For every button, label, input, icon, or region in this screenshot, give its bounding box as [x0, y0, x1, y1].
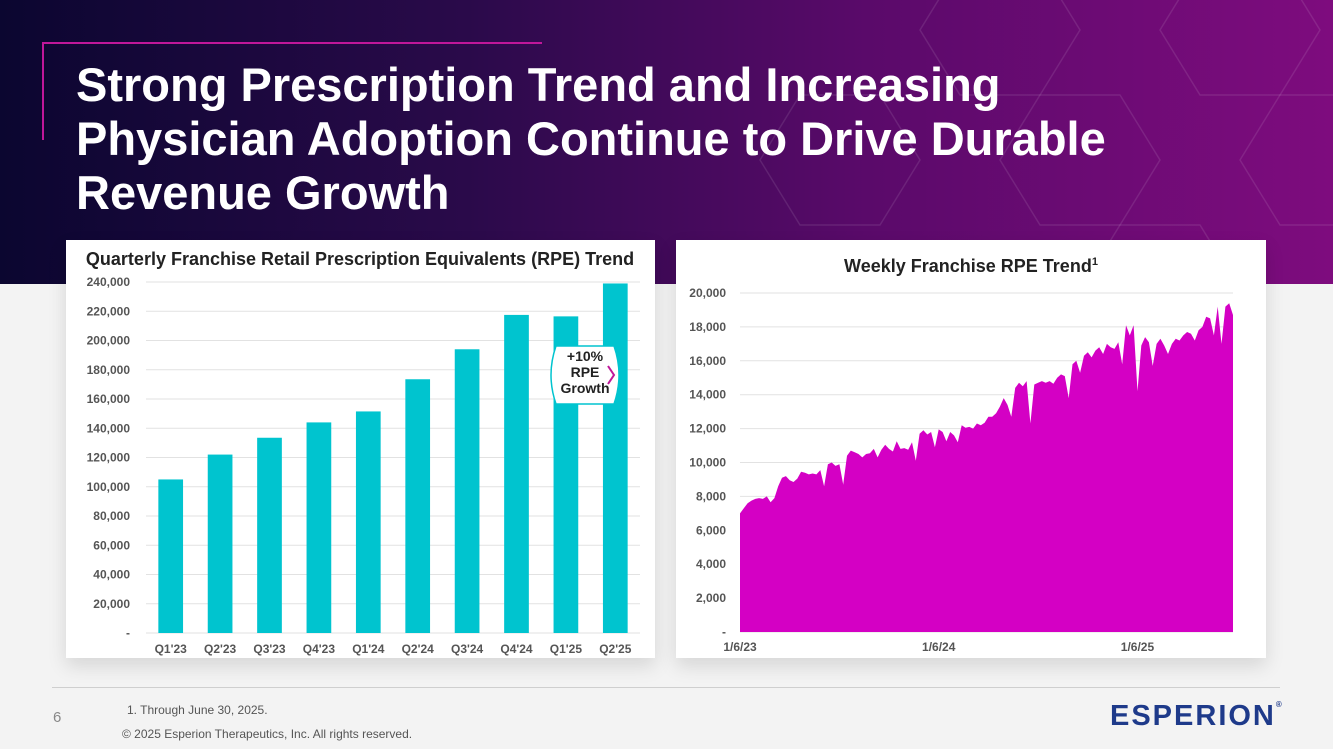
hexagon-shape — [919, 0, 1081, 96]
x-tick-label: 1/6/24 — [922, 640, 956, 654]
x-tick-label: Q2'25 — [599, 642, 632, 656]
growth-callout: +10% RPE Growth — [546, 344, 624, 405]
footnote: 1. Through June 30, 2025. — [127, 703, 268, 717]
x-tick-label: Q1'25 — [550, 642, 583, 656]
y-tick-label: 40,000 — [93, 568, 130, 582]
bar — [454, 349, 480, 633]
bar — [306, 422, 332, 633]
y-tick-label: 120,000 — [87, 451, 131, 465]
bar — [405, 379, 431, 633]
copyright: © 2025 Esperion Therapeutics, Inc. All r… — [122, 727, 413, 741]
area-chart-svg: - 2,000 4,000 6,000 8,000 10,000 12,000 14,000 1… — [689, 286, 1233, 654]
x-tick-label: Q2'24 — [402, 642, 435, 656]
hexagon-shape — [999, 94, 1161, 226]
callout-line: +10% — [566, 348, 604, 364]
y-tick-label: 10,000 — [689, 456, 726, 470]
x-tick-label: Q3'23 — [253, 642, 286, 656]
y-tick-label: 140,000 — [87, 421, 131, 435]
callout-line: RPE — [570, 364, 600, 380]
bar — [257, 437, 282, 633]
quarterly-rpe-chart: Quarterly Franchise Retail Prescription … — [66, 240, 655, 658]
logo-text: ESPERION — [1110, 700, 1276, 732]
y-tick-label: 20,000 — [689, 286, 726, 300]
callout-line: Growth — [560, 380, 610, 396]
y-tick-label: 12,000 — [689, 422, 726, 436]
hexagon-shape — [1082, 224, 1238, 284]
x-tick-label: Q4'24 — [500, 642, 533, 656]
weekly-rpe-chart: Weekly Franchise RPE Trend1 - 2,000 4,000 6… — [676, 240, 1266, 658]
chevron-right-icon — [607, 365, 616, 385]
esperion-logo: ESPERION® — [1110, 700, 1282, 733]
bar — [158, 479, 184, 633]
title-banner: Strong Prescription Trend and Increasing… — [0, 0, 1333, 284]
y-tick-label: 240,000 — [87, 275, 131, 289]
callout-shape — [550, 345, 620, 405]
x-tick-label: Q1'23 — [155, 642, 188, 656]
chart-title: Weekly Franchise RPE Trend1 — [676, 251, 1266, 277]
y-tick-label: 200,000 — [87, 334, 131, 348]
y-tick-label: 160,000 — [87, 392, 131, 406]
y-tick-label: 8,000 — [696, 489, 726, 503]
bar — [207, 454, 233, 633]
footer-divider — [52, 687, 1280, 688]
bar — [602, 283, 628, 633]
x-tick-label: Q2'23 — [204, 642, 237, 656]
bar — [504, 314, 529, 633]
y-tick-label: 220,000 — [87, 304, 131, 318]
bar-chart-svg: - 20,000 40,000 60,000 80,000 100,000 120,000 1… — [87, 275, 640, 656]
accent-line — [42, 42, 542, 44]
y-tick-label: - — [126, 626, 130, 640]
y-tick-label: 80,000 — [93, 509, 130, 523]
x-tick-label: 1/6/23 — [723, 640, 757, 654]
y-tick-label: 6,000 — [696, 523, 726, 537]
y-tick-label: 2,000 — [696, 591, 726, 605]
bar — [355, 411, 381, 633]
weekly-rpe-area — [740, 303, 1233, 632]
page-number: 6 — [53, 709, 62, 726]
accent-line — [42, 42, 44, 140]
x-tick-label: 1/6/25 — [1121, 640, 1155, 654]
chart-title-text: Weekly Franchise RPE Trend — [844, 256, 1092, 276]
hexagon-shape — [759, 94, 921, 226]
y-tick-label: 18,000 — [689, 320, 726, 334]
y-tick-label: 20,000 — [93, 597, 130, 611]
x-tick-label: Q4'23 — [303, 642, 336, 656]
page-title: Strong Prescription Trend and Increasing… — [76, 58, 1106, 219]
callout-outline — [550, 345, 620, 405]
y-tick-label: 14,000 — [689, 388, 726, 402]
hexagon-shape — [1239, 94, 1333, 226]
y-tick-label: 100,000 — [87, 480, 131, 494]
x-tick-label: Q1'24 — [352, 642, 385, 656]
y-tick-label: 180,000 — [87, 363, 131, 377]
hexagon-pattern — [759, 0, 1333, 284]
x-tick-label: Q3'24 — [451, 642, 484, 656]
y-tick-label: 16,000 — [689, 354, 726, 368]
y-tick-label: 4,000 — [696, 557, 726, 571]
y-tick-label: 60,000 — [93, 538, 130, 552]
logo-registered-mark: ® — [1275, 700, 1282, 709]
hexagon-shape — [1159, 0, 1321, 96]
footnote-marker: 1 — [1091, 256, 1098, 268]
chart-title: Quarterly Franchise Retail Prescription … — [85, 249, 635, 269]
y-tick-label: - — [722, 625, 726, 639]
